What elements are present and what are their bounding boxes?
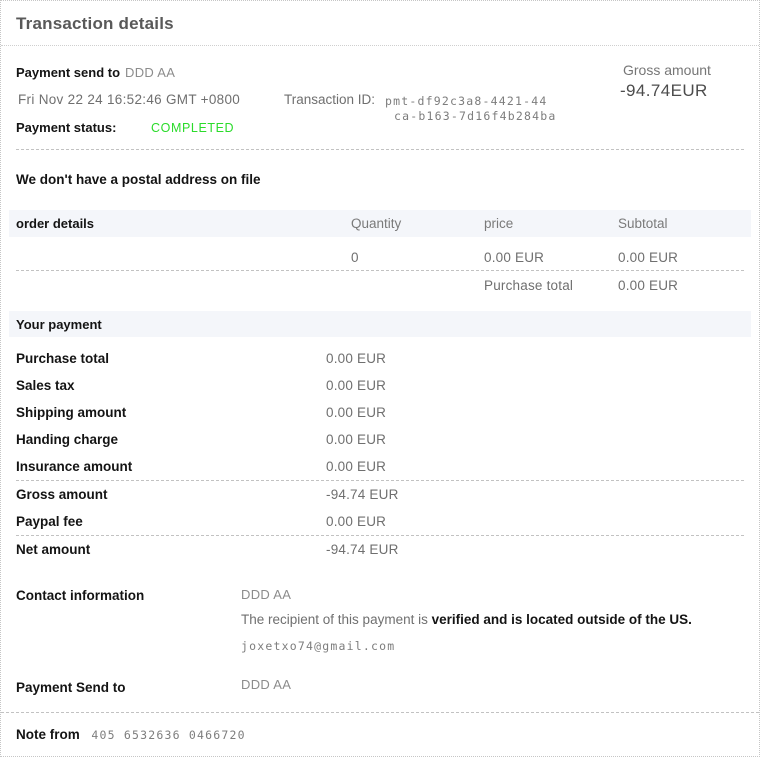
your-payment-heading: Your payment <box>16 316 102 332</box>
order-table-header: order details Quantity price Subtotal <box>9 210 751 237</box>
purchase-total-row: Purchase total 0.00 EUR <box>9 271 751 299</box>
contact-information-details: DDD AA The recipient of this payment is … <box>241 587 744 654</box>
quantity-header: Quantity <box>351 216 402 231</box>
contact-email: joxetxo74@gmail.com <box>241 639 396 653</box>
page-header: Transaction details <box>1 1 759 46</box>
payment-row-handing-charge: Handing charge 0.00 EUR <box>16 432 387 447</box>
note-section: Note from 405 6532636 0466720 <box>1 712 759 742</box>
transaction-id-value: pmt-df92c3a8-4421-44 ca-b163-7d16f4b284b… <box>385 94 556 124</box>
purchase-total-value: 0.00 EUR <box>618 277 679 293</box>
gross-amount-label: Gross amount <box>623 62 711 78</box>
order-details-header: order details <box>16 216 95 231</box>
payment-status-badge: COMPLETED <box>151 121 235 135</box>
gross-amount-divider <box>16 480 744 481</box>
price-cell: 0.00 EUR <box>484 249 545 265</box>
transaction-id-line1: pmt-df92c3a8-4421-44 <box>385 94 548 108</box>
summary-divider <box>16 149 744 150</box>
payment-send-to-section: Payment Send to DDD AA <box>16 677 744 695</box>
payment-row-sales-tax: Sales tax 0.00 EUR <box>16 378 387 393</box>
quantity-cell: 0 <box>351 249 359 265</box>
payment-row-shipping-amount: Shipping amount 0.00 EUR <box>16 405 387 420</box>
payment-summary: Payment send to DDD AA Gross amount -94.7… <box>1 46 759 149</box>
subtotal-cell: 0.00 EUR <box>618 249 679 265</box>
order-row-divider <box>16 270 744 271</box>
price-header: price <box>484 216 514 231</box>
purchase-total-label: Purchase total <box>484 277 574 293</box>
contact-name: DDD AA <box>241 587 292 602</box>
transaction-id-line2: ca-b163-7d16f4b284ba <box>394 109 557 123</box>
payment-breakdown: Purchase total 0.00 EUR Sales tax 0.00 E… <box>1 345 759 563</box>
recipient-verification-text: The recipient of this payment is verifie… <box>241 612 692 627</box>
transaction-date: Fri Nov 22 24 16:52:46 GMT +0800 <box>18 92 241 107</box>
transaction-id-label: Transaction ID: <box>284 92 376 107</box>
payment-row-paypal-fee: Paypal fee 0.00 EUR <box>16 514 387 529</box>
payment-row-purchase-total: Purchase total 0.00 EUR <box>16 351 387 366</box>
postal-address-notice: We don't have a postal address on file <box>16 172 261 187</box>
payment-row-insurance-amount: Insurance amount 0.00 EUR <box>16 459 387 474</box>
page-title: Transaction details <box>16 14 174 33</box>
your-payment-header: Your payment <box>9 311 751 337</box>
contact-information-label: Contact information <box>16 588 145 603</box>
payment-row-gross-amount: Gross amount -94.74 EUR <box>16 487 399 502</box>
payment-send-to-section-value: DDD AA <box>241 677 292 692</box>
payment-status-label: Payment status: <box>16 120 117 135</box>
note-from-label: Note from <box>16 727 80 742</box>
payment-row-net-amount: Net amount -94.74 EUR <box>16 542 399 557</box>
net-amount-divider <box>16 535 744 536</box>
payment-send-to-line: Payment send to DDD AA <box>16 65 175 80</box>
payment-send-to-label: Payment send to <box>16 65 121 80</box>
gross-amount-value: -94.74EUR <box>620 81 708 100</box>
order-table-row: 0 0.00 EUR 0.00 EUR <box>9 244 751 270</box>
note-from-value: 405 6532636 0466720 <box>91 728 246 742</box>
subtotal-header: Subtotal <box>618 216 668 231</box>
payment-send-to-section-label: Payment Send to <box>16 680 126 695</box>
payment-send-to-value: DDD AA <box>125 65 176 80</box>
recipient-verification-bold: verified and is located outside of the U… <box>431 612 692 627</box>
contact-information-section: Contact information DDD AA The recipient… <box>16 587 744 654</box>
